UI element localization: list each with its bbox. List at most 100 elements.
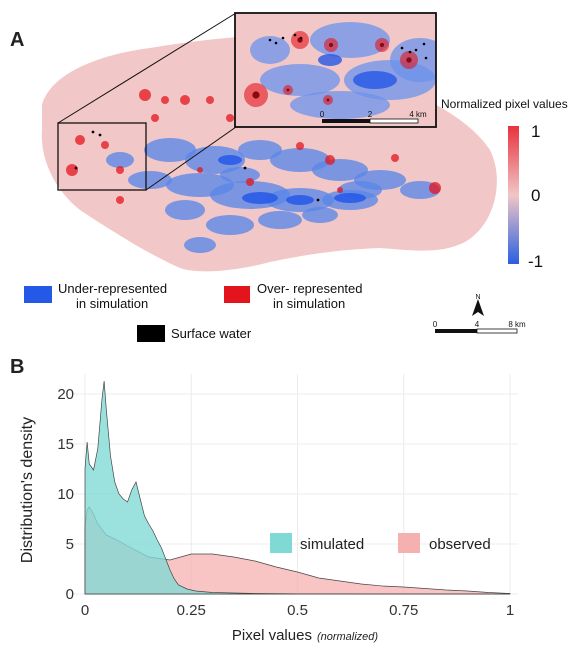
inset-water-body <box>424 56 428 60</box>
inset-water-body <box>274 41 278 45</box>
area-simulated <box>84 380 510 595</box>
map-scale-label-4: 4 <box>475 320 480 329</box>
inset-water-body <box>299 36 303 40</box>
legend-swatch-over <box>224 286 250 303</box>
inset-under-patch <box>390 38 436 82</box>
panel-b-label: B <box>10 356 24 378</box>
water-body <box>316 198 320 202</box>
under-represented-patch <box>144 138 196 162</box>
under-represented-patch <box>128 171 172 189</box>
water-body <box>98 133 102 137</box>
y-tick-labels: 0 5 10 15 20 <box>57 386 74 603</box>
over-represented-spot <box>151 114 159 122</box>
panel-a-label: A <box>10 29 24 51</box>
water-body <box>74 166 78 170</box>
inset-water-body <box>281 36 285 40</box>
colorbar-tick-high: 1 <box>531 122 540 141</box>
map-scale-bar: 0 4 8 km <box>433 320 526 334</box>
inset-scale-label-2: 2 <box>368 110 373 119</box>
inset-scale-label-0: 0 <box>320 110 325 119</box>
colorbar-ramp <box>508 126 519 264</box>
inset-over-core <box>252 91 260 99</box>
y-axis-label: Distribution's density <box>19 417 36 563</box>
over-represented-spot <box>337 187 343 193</box>
map-anomaly-layer <box>66 89 441 253</box>
inset-connector-bottom <box>145 126 237 191</box>
y-tick-label: 0 <box>66 586 74 603</box>
under-represented-core <box>334 193 366 203</box>
chart-areas <box>84 380 511 595</box>
colorbar-tick-low: -1 <box>528 252 543 271</box>
over-represented-spot <box>296 142 304 150</box>
inset-anomaly-layer <box>244 22 436 119</box>
x-tick-label: 1 <box>506 602 514 619</box>
over-represented-spot <box>206 96 214 104</box>
over-represented-spot <box>197 167 203 173</box>
over-represented-spot <box>101 141 109 149</box>
over-represented-spot <box>116 196 124 204</box>
legend-label-over: Over- represented in simulation <box>257 281 363 311</box>
density-chart: 0 5 10 15 20 0 0.25 0.5 0.75 1 Distribution's de… <box>19 374 518 644</box>
x-tick-label: 0 <box>81 602 89 619</box>
inset-under-patch <box>290 91 390 119</box>
inset-water-body <box>268 38 272 42</box>
x-tick-label: 0.25 <box>177 602 206 619</box>
map-scale-label-0: 0 <box>433 320 438 329</box>
inset-water-body <box>293 33 297 37</box>
chart-legend: simulated observed <box>270 533 491 553</box>
north-label: N <box>475 294 480 301</box>
under-represented-patch <box>302 207 338 223</box>
inset-under-patch <box>250 36 290 64</box>
inset-scale-label-4: 4 km <box>409 110 427 119</box>
inset-water-body <box>408 50 412 54</box>
legend-swatch-under <box>24 286 52 303</box>
under-represented-patch <box>258 211 302 229</box>
inset-over-core <box>286 88 290 92</box>
under-represented-core <box>286 195 314 205</box>
over-represented-spot <box>180 95 190 105</box>
y-tick-label: 10 <box>57 486 74 503</box>
over-represented-spot <box>429 182 441 194</box>
under-represented-patch <box>220 167 260 183</box>
over-represented-spot <box>66 164 78 176</box>
under-represented-patch <box>165 200 205 220</box>
inset-over-core <box>326 98 330 102</box>
legend-label-under: Under-represented in simulation <box>58 281 167 311</box>
over-represented-spot <box>325 155 335 165</box>
x-axis-label-note: (normalized) <box>317 631 378 643</box>
y-tick-label: 20 <box>57 386 74 403</box>
over-represented-spot <box>161 96 169 104</box>
inset-over-core <box>328 42 334 48</box>
water-body <box>91 130 95 134</box>
x-tick-label: 0.75 <box>389 602 418 619</box>
over-represented-spot <box>116 166 124 174</box>
under-represented-patch <box>238 140 282 160</box>
inset-over-core <box>406 57 412 63</box>
legend-swatch-water <box>137 325 165 342</box>
over-represented-spot <box>246 178 254 186</box>
inset-water-body <box>400 46 404 50</box>
legend-swatch-simulated <box>270 533 292 553</box>
legend-label-observed: observed <box>429 536 491 553</box>
colorbar: Normalized pixel values 1 0 -1 <box>441 97 568 271</box>
map-legend: Under-represented in simulation Over- rep… <box>24 281 363 342</box>
water-body <box>243 166 247 170</box>
inset-frame <box>234 12 437 128</box>
y-tick-label: 15 <box>57 436 74 453</box>
north-arrow: N <box>472 294 484 316</box>
inset-water-body <box>414 48 418 52</box>
x-tick-label: 0.5 <box>287 602 308 619</box>
y-tick-label: 5 <box>66 536 74 553</box>
inset-connector-top <box>57 12 237 124</box>
legend-label-water: Surface water <box>171 326 252 341</box>
legend-swatch-observed <box>398 533 420 553</box>
inset-under-core <box>318 54 342 66</box>
under-represented-core <box>242 192 278 204</box>
under-represented-patch <box>312 159 368 181</box>
under-represented-core <box>218 155 242 165</box>
colorbar-tick-mid: 0 <box>531 186 540 205</box>
legend-label-simulated: simulated <box>300 536 364 553</box>
colorbar-title: Normalized pixel values <box>441 97 568 111</box>
over-represented-spot <box>226 114 234 122</box>
